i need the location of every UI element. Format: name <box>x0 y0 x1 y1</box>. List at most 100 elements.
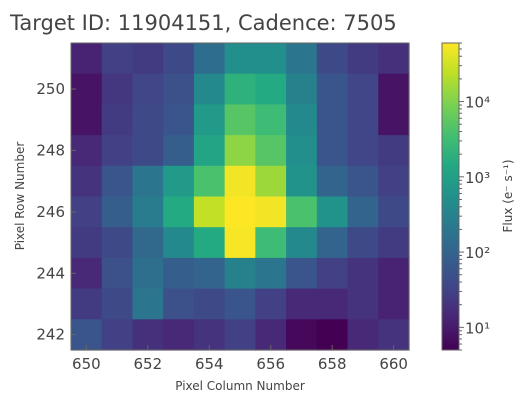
heatmap-cell <box>378 288 410 320</box>
heatmap-cell <box>163 227 195 259</box>
heatmap-cell <box>378 257 410 290</box>
x-tick-label: 658 <box>318 355 347 373</box>
heatmap-cell <box>224 319 256 351</box>
y-tick-label: 248 <box>36 141 65 159</box>
heatmap-cell <box>224 104 256 136</box>
heatmap-cell <box>347 257 379 290</box>
heatmap-cell <box>286 227 318 259</box>
heatmap-cell <box>101 288 134 320</box>
heatmap-cell <box>71 135 103 167</box>
heatmap-cell <box>224 43 256 75</box>
heatmap-cell <box>132 135 164 167</box>
heatmap-cell <box>163 165 195 198</box>
heatmap-cell <box>255 104 287 136</box>
heatmap-cell <box>255 165 287 198</box>
heatmap-cell <box>286 288 318 320</box>
heatmap-cell <box>71 227 103 259</box>
y-axis-ticks: 242 244 246 248 250 <box>36 80 76 344</box>
heatmap-cell <box>316 288 349 320</box>
heatmap-cell <box>193 73 226 105</box>
heatmap-cell <box>101 196 134 228</box>
chart-title: Target ID: 11904151, Cadence: 7505 <box>9 11 397 35</box>
heatmap-cell <box>224 288 256 320</box>
heatmap-cell <box>224 227 256 259</box>
heatmap-cell <box>71 43 103 75</box>
heatmap-cell <box>378 43 410 75</box>
heatmap-cell <box>255 227 287 259</box>
heatmap-cell <box>101 104 134 136</box>
heatmap-cell <box>132 257 164 290</box>
heatmap-cell <box>316 257 349 290</box>
heatmap-cell <box>101 43 134 75</box>
y-tick-label: 250 <box>36 80 65 98</box>
heatmap-cell <box>316 43 349 75</box>
heatmap-cell <box>101 319 134 351</box>
heatmap-cell <box>193 196 226 228</box>
heatmap-cell <box>255 257 287 290</box>
y-tick-label: 246 <box>36 203 65 221</box>
heatmap-cell <box>255 196 287 228</box>
heatmap-cell <box>316 135 349 167</box>
heatmap-cell <box>71 257 103 290</box>
heatmap-cell <box>71 288 103 320</box>
heatmap-cell <box>255 73 287 105</box>
colorbar-tick-label: 10³ <box>465 169 490 187</box>
heatmap-cell <box>71 196 103 228</box>
x-tick-label: 656 <box>256 355 285 373</box>
heatmap-cell <box>316 227 349 259</box>
heatmap-cell <box>286 319 318 351</box>
colorbar-tick-label: 10² <box>465 244 490 262</box>
heatmap-cell <box>132 165 164 198</box>
x-tick-label: 660 <box>379 355 408 373</box>
heatmap-cell <box>286 73 318 105</box>
heatmap-cell <box>347 135 379 167</box>
heatmap-cell <box>71 73 103 105</box>
heatmap-cell <box>347 43 379 75</box>
heatmap-cell <box>255 288 287 320</box>
y-axis-label: Pixel Row Number <box>13 142 27 251</box>
heatmap-grid <box>71 43 410 351</box>
heatmap-cell <box>378 165 410 198</box>
heatmap-cell <box>193 227 226 259</box>
heatmap-cell <box>132 196 164 228</box>
heatmap-cell <box>132 288 164 320</box>
x-tick-label: 654 <box>195 355 224 373</box>
heatmap-cell <box>286 196 318 228</box>
heatmap-cell <box>71 104 103 136</box>
heatmap-cell <box>163 196 195 228</box>
heatmap-cell <box>101 73 134 105</box>
y-tick-label: 244 <box>36 264 65 282</box>
heatmap-cell <box>193 165 226 198</box>
heatmap-cell <box>316 73 349 105</box>
x-axis-ticks: 650 652 654 656 658 660 <box>72 345 408 373</box>
heatmap-cell <box>378 135 410 167</box>
heatmap-cell <box>163 73 195 105</box>
heatmap-cell <box>316 196 349 228</box>
heatmap-cell <box>224 196 256 228</box>
heatmap-cell <box>347 227 379 259</box>
heatmap-cell <box>255 135 287 167</box>
colorbar <box>441 42 460 351</box>
heatmap-cell <box>163 319 195 351</box>
heatmap-cell <box>163 288 195 320</box>
heatmap-cell <box>71 165 103 198</box>
heatmap-cell <box>193 257 226 290</box>
heatmap-cell <box>286 104 318 136</box>
heatmap-cell <box>224 73 256 105</box>
x-tick-label: 652 <box>133 355 162 373</box>
heatmap-cell <box>378 227 410 259</box>
x-tick-label: 650 <box>72 355 101 373</box>
y-tick-label: 242 <box>36 326 65 344</box>
heatmap-cell <box>224 135 256 167</box>
heatmap-cell <box>378 196 410 228</box>
heatmap-cell <box>193 104 226 136</box>
heatmap-cell <box>347 73 379 105</box>
heatmap-cell <box>378 73 410 105</box>
heatmap-cell <box>347 319 379 351</box>
heatmap-cell <box>101 227 134 259</box>
heatmap-cell <box>378 104 410 136</box>
colorbar-tick-label: 10⁴ <box>465 94 490 112</box>
heatmap-cell <box>347 104 379 136</box>
heatmap-cell <box>224 257 256 290</box>
